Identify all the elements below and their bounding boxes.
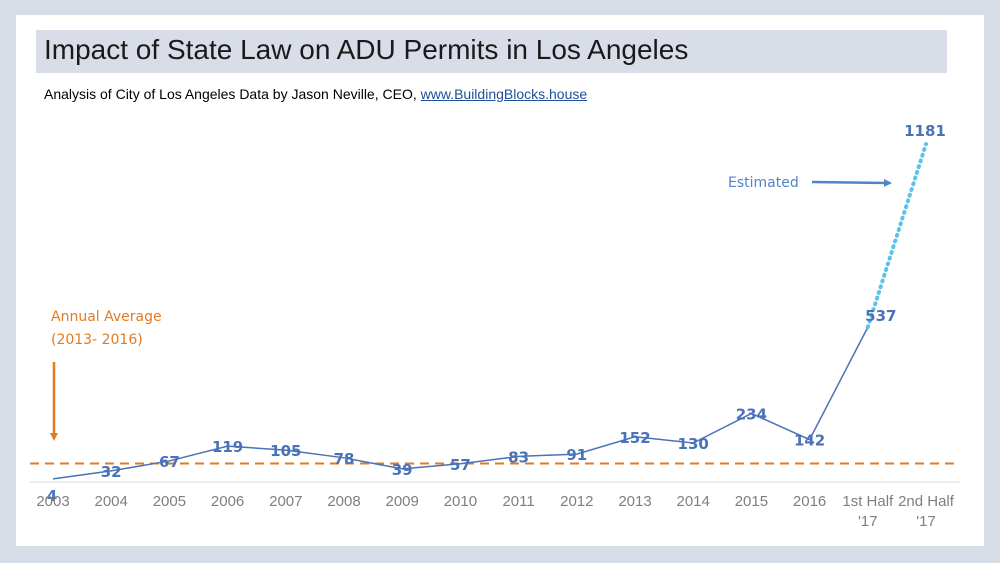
x-tick-label: '17 <box>916 513 936 530</box>
data-label: 119 <box>212 438 243 456</box>
x-tick-label: 2006 <box>211 493 244 510</box>
x-tick-label: 2011 <box>502 493 534 510</box>
series-line-estimated <box>865 142 928 330</box>
title-bar: Impact of State Law on ADU Permits in Lo… <box>36 30 947 73</box>
data-label: 39 <box>392 461 413 479</box>
x-tick-label: 2015 <box>735 493 768 510</box>
estimated-label: Estimated <box>728 175 799 191</box>
x-tick-label: 1st Half <box>842 493 894 510</box>
x-tick-label: 2013 <box>618 493 651 510</box>
x-tick-label: 2008 <box>327 493 360 510</box>
data-label: 78 <box>334 450 355 468</box>
page-title: Impact of State Law on ADU Permits in Lo… <box>44 34 689 65</box>
x-tick-label: 2005 <box>153 493 186 510</box>
x-tick-label: 2012 <box>560 493 593 510</box>
data-label: 537 <box>865 307 896 325</box>
x-tick-label: 2010 <box>444 493 477 510</box>
subtitle-text: Analysis of City of Los Angeles Data by … <box>44 86 421 102</box>
data-label: 142 <box>794 432 825 450</box>
series-line-actual <box>52 326 869 480</box>
data-label: 152 <box>619 429 650 447</box>
data-label: 4 <box>47 487 57 505</box>
estimated-arrow <box>811 178 892 187</box>
average-label-line-2: (2013- 2016) <box>51 332 143 348</box>
data-label: 91 <box>566 446 587 464</box>
x-tick-label: 2nd Half <box>898 493 955 510</box>
x-tick-label: 2007 <box>269 493 302 510</box>
average-label-line-1: Annual Average <box>51 309 162 325</box>
data-label: 57 <box>450 456 471 474</box>
slide: Impact of State Law on ADU Permits in Lo… <box>16 15 984 546</box>
data-label: 234 <box>736 405 767 423</box>
x-tick-label: 2014 <box>677 493 710 510</box>
x-tick-label: '17 <box>858 513 878 530</box>
x-tick-label: 2009 <box>386 493 419 510</box>
x-tick-label: 2003 <box>36 493 69 510</box>
website-link[interactable]: www.BuildingBlocks.house <box>420 86 588 102</box>
data-label: 105 <box>270 442 301 460</box>
x-tick-label: 2004 <box>95 493 128 510</box>
data-label: 1181 <box>904 122 946 140</box>
data-label: 32 <box>101 463 122 481</box>
data-label: 67 <box>159 453 180 471</box>
subtitle: Analysis of City of Los Angeles Data by … <box>44 86 587 102</box>
x-tick-label: 2016 <box>793 493 826 510</box>
data-label: 83 <box>508 448 529 466</box>
data-label: 130 <box>678 435 709 453</box>
